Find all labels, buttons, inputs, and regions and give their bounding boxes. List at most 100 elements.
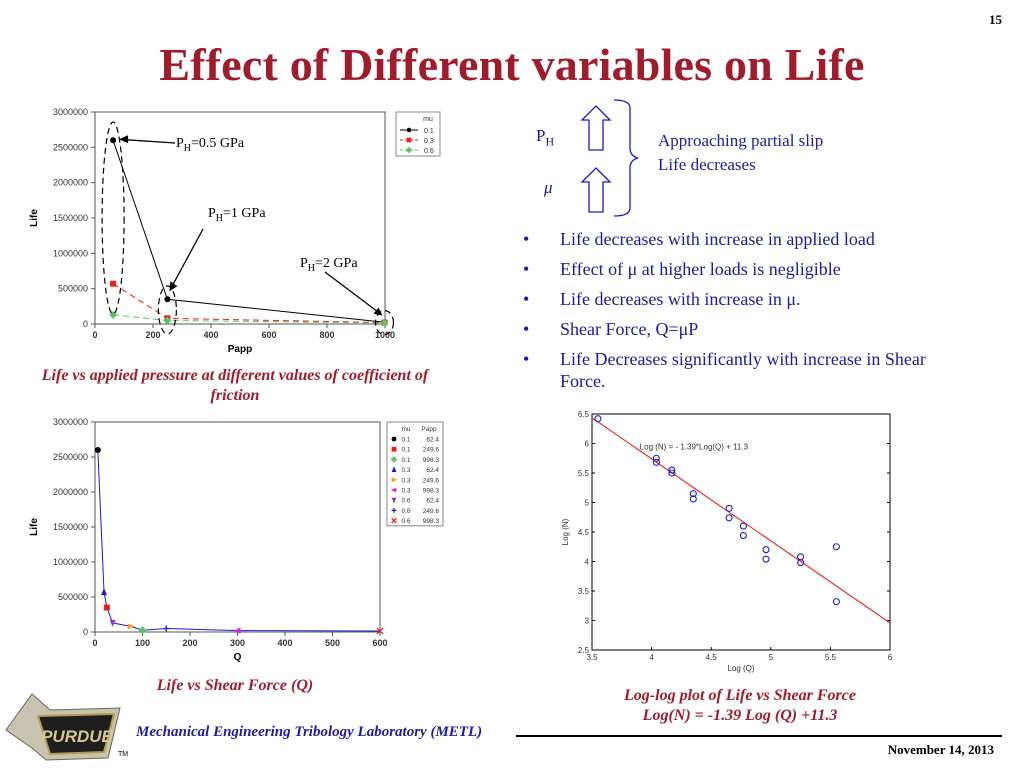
annotation-ph-2: PH=2 GPa — [300, 256, 358, 274]
data-point — [668, 469, 676, 477]
y-tick-label: 3000000 — [53, 417, 88, 427]
y-tick-label: 4 — [585, 558, 590, 567]
y-tick-label: 500000 — [58, 284, 88, 294]
x-tick-label: 200 — [145, 330, 160, 340]
y-axis-label: Life — [29, 518, 40, 536]
x-tick-label: 100 — [135, 638, 150, 648]
chart1-caption: Life vs applied pressure at different va… — [41, 367, 429, 404]
slide-number: 15 — [989, 12, 1002, 27]
legend-papp: 249.6 — [423, 508, 440, 515]
data-point — [380, 318, 389, 327]
highlight-ellipse — [157, 285, 177, 335]
legend-papp: 998.3 — [423, 518, 440, 525]
plot-frame — [591, 413, 891, 651]
footer-lab-name: Mechanical Engineering Tribology Laborat… — [136, 724, 483, 740]
y-tick-label: 2500000 — [53, 452, 88, 462]
y-tick-label: 3 — [585, 617, 590, 626]
legend-marker — [391, 517, 397, 524]
data-point — [164, 296, 171, 303]
legend-marker — [391, 508, 397, 513]
x-axis-label: Log (Q) — [727, 664, 754, 673]
x-tick-label: 300 — [230, 638, 245, 648]
highlight-ellipse — [101, 121, 125, 315]
annotation-ph-1: PH=1 GPa — [208, 206, 266, 224]
legend-header: Papp — [421, 426, 437, 433]
legend-mu: 0.3 — [401, 488, 410, 495]
fit-equation: Log (N) = - 1.39*Log(Q) + 11.3 — [640, 442, 749, 451]
legend-papp: 62.4 — [426, 437, 439, 444]
x-tick-label: 5 — [769, 653, 774, 662]
x-tick-label: 4 — [649, 653, 654, 662]
arrow-head — [373, 307, 383, 316]
y-tick-label: 6 — [585, 440, 590, 449]
plot-frame — [94, 421, 381, 633]
x-tick-label: 500 — [325, 638, 340, 648]
y-tick-label: 2.5 — [578, 646, 590, 655]
arrow-head — [169, 281, 178, 292]
data-point — [138, 626, 147, 635]
chart3-caption-line2: Log(N) = -1.39 Log (Q) +11.3 — [642, 707, 838, 724]
legend-label: 0.6 — [424, 148, 434, 155]
data-point — [110, 280, 117, 287]
y-tick-label: 2500000 — [53, 142, 88, 152]
legend-mu: 0.6 — [401, 508, 410, 515]
life-vs-shear-force-chart: 0 100 200 300 400 500 600 0 500000 1000000 1500000… — [29, 417, 444, 663]
y-tick-label: 3.5 — [578, 587, 590, 596]
legend-label: 0.1 — [424, 128, 434, 135]
legend-marker — [391, 477, 398, 483]
legend-papp: 249.6 — [423, 477, 440, 484]
up-arrows-bracket — [580, 99, 639, 217]
bullet-list: • Life decreases with increase in applied… — [520, 228, 960, 400]
legend-mu: 0.6 — [401, 518, 410, 525]
legend-mu: 0.3 — [401, 467, 410, 474]
data-point — [762, 546, 770, 554]
legend-marker — [390, 456, 398, 463]
data-point — [652, 458, 660, 466]
bullet-item: • Life decreases with increase in applied… — [523, 229, 875, 249]
mu-symbol: μ — [544, 178, 553, 197]
legend-mu: 0.1 — [401, 437, 410, 444]
data-point — [689, 495, 697, 503]
life-vs-papp-chart: 0 200 400 600 800 100005000001000000150000020… — [29, 107, 441, 355]
bullet-item: • Life Decreases significantly with incre… — [523, 349, 926, 391]
data-point — [832, 543, 840, 551]
data-point — [832, 598, 840, 606]
up-arrow-icon — [580, 105, 612, 151]
legend-papp: 249.6 — [423, 447, 440, 454]
x-tick-label: 3.5 — [586, 653, 598, 662]
x-tick-label: 400 — [277, 638, 292, 648]
data-point — [797, 559, 805, 567]
highlight-ellipse — [374, 309, 395, 336]
legend-marker — [406, 137, 412, 143]
y-tick-label: 6.5 — [578, 410, 590, 419]
x-tick-label: 200 — [182, 638, 197, 648]
logo-tm: TM — [118, 751, 128, 758]
y-tick-label: 1000000 — [53, 248, 88, 258]
legend-header: mu — [401, 426, 410, 433]
loglog-chart: 3.5 4 4.5 5 5.5 6 2.5 3 3.5 4 4.5 5 5.5 6 6.5 Log (Q) Lo… — [561, 410, 893, 673]
legend-marker — [391, 466, 397, 472]
x-tick-label: 6 — [888, 653, 893, 662]
x-tick-label: 0 — [92, 330, 97, 340]
legend-label: 0.3 — [424, 138, 434, 145]
y-tick-label: 2000000 — [53, 178, 88, 188]
x-tick-label: 4.5 — [706, 653, 718, 662]
y-axis-label: Life — [29, 209, 40, 227]
legend-papp: 62.4 — [426, 498, 439, 505]
legend-box — [395, 111, 441, 157]
legend-marker — [391, 497, 397, 504]
y-tick-label: 5.5 — [578, 469, 590, 478]
y-tick-label: 1000000 — [53, 557, 88, 567]
legend-mu: 0.1 — [401, 447, 410, 454]
annotation-arrow — [119, 138, 176, 144]
data-point — [127, 623, 135, 630]
purdue-logo: PURDUE TM — [5, 693, 128, 761]
legend-mu: 0.1 — [401, 457, 410, 464]
logo-text: PURDUE — [41, 727, 113, 746]
legend-marker — [405, 146, 413, 154]
chart3-caption-line1: Log-log plot of Life vs Shear Force — [624, 687, 856, 704]
fit-line — [591, 417, 891, 624]
y-tick-label: 3000000 — [53, 107, 88, 117]
x-tick-label: 600 — [261, 330, 276, 340]
data-point — [376, 627, 384, 635]
